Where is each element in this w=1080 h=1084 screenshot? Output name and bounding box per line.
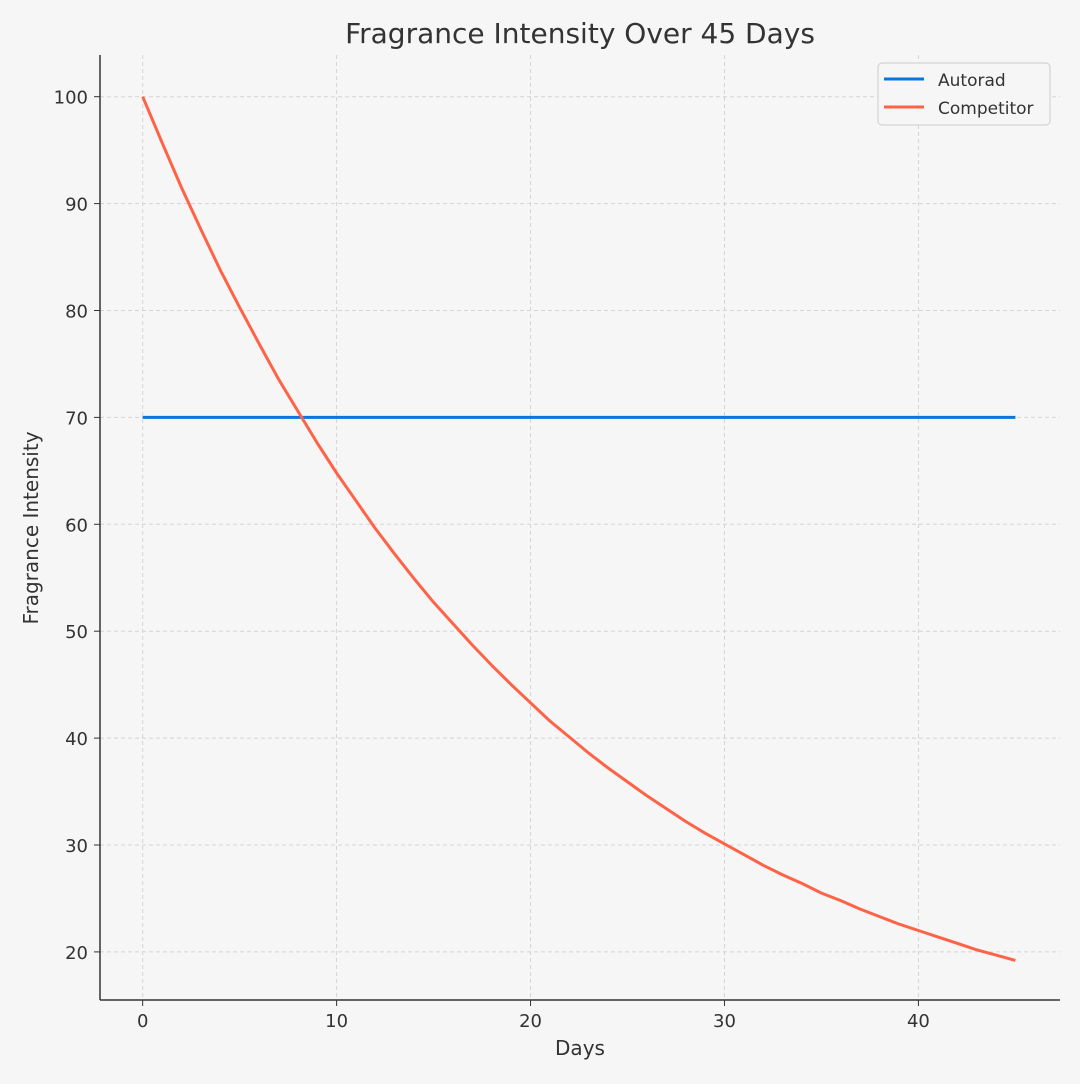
legend: Autorad Competitor [877,62,1051,126]
legend-label-competitor: Competitor [938,99,1034,119]
y-tick-label: 20 [65,943,88,964]
y-tick-label: 40 [65,729,88,750]
x-tick-label: 10 [325,1011,348,1032]
y-tick-label: 50 [65,622,88,643]
y-tick-label: 70 [65,408,88,429]
y-tick-label: 30 [65,836,88,857]
chart-title: Fragrance Intensity Over 45 Days [345,17,815,50]
x-tick-label: 40 [907,1011,930,1032]
x-tick-label: 0 [137,1011,148,1032]
x-tick-label: 20 [519,1011,542,1032]
y-axis-label: Fragrance Intensity [19,431,43,624]
legend-label-autorad: Autorad [938,71,1006,91]
y-tick-label: 100 [54,88,88,109]
x-tick-label: 30 [713,1011,736,1032]
ticks: 0 10 20 30 40 20 30 40 50 60 70 80 90 100 [54,88,930,1032]
y-tick-label: 80 [65,301,88,322]
y-tick-label: 90 [65,195,88,216]
series-lines [141,96,1016,962]
y-tick-label: 60 [65,515,88,536]
x-axis-label: Days [555,1036,605,1060]
grid [100,55,1060,1000]
series-line-competitor [141,96,1016,962]
